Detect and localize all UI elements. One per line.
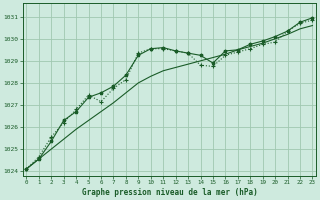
X-axis label: Graphe pression niveau de la mer (hPa): Graphe pression niveau de la mer (hPa) — [82, 188, 257, 197]
